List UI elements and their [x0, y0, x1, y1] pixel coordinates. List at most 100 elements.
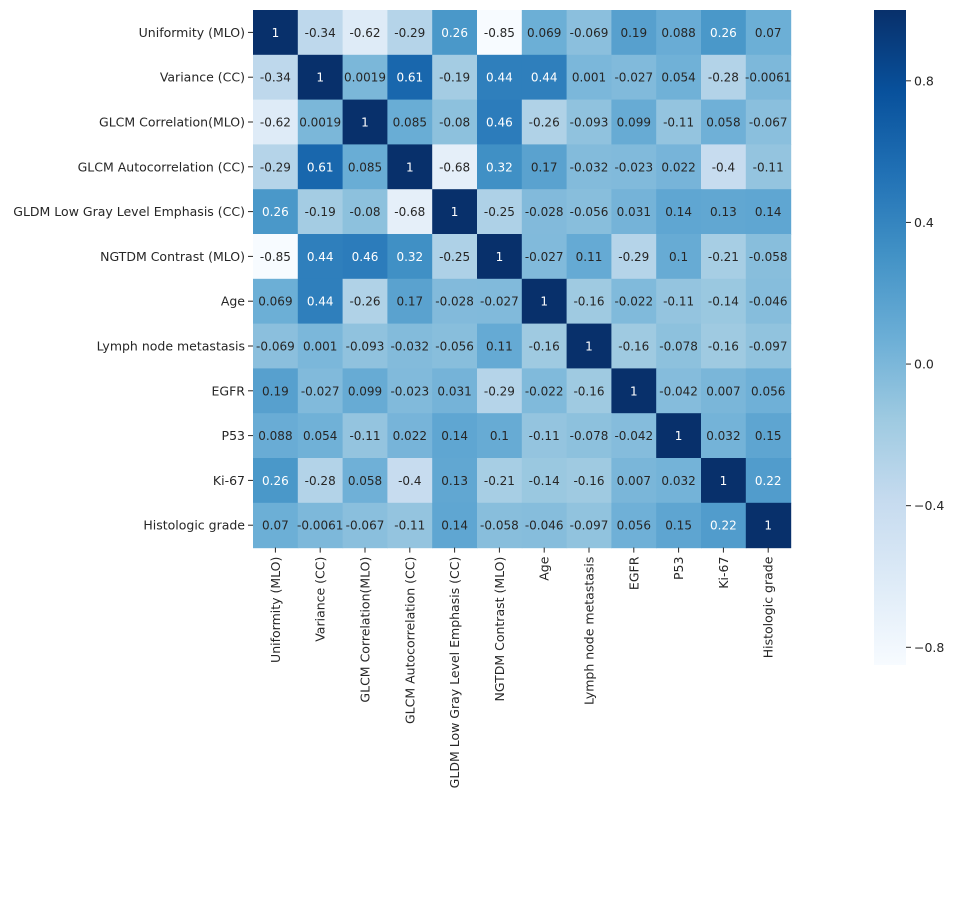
y-tick-label: EGFR	[212, 383, 246, 398]
cell-value-label: 0.15	[755, 429, 782, 443]
heatmap-cell	[342, 458, 388, 504]
heatmap-cell	[745, 99, 792, 145]
cell-value-label: -0.34	[260, 71, 291, 85]
cell-value-label: -0.067	[749, 116, 788, 130]
cell-value-label: 0.26	[710, 26, 737, 40]
heatmap-cell	[701, 458, 747, 504]
cell-value-label: -0.027	[480, 295, 519, 309]
heatmap-cell	[521, 234, 568, 280]
x-tick-label: Histologic grade	[761, 556, 776, 658]
cell-value-label: -0.11	[753, 160, 784, 174]
cell-value-label: -0.21	[708, 250, 739, 264]
cell-value-label: -0.29	[484, 384, 515, 398]
heatmap-cell	[521, 10, 568, 56]
cell-value-label: -0.056	[435, 340, 474, 354]
heatmap-cell	[566, 413, 612, 459]
cell-value-label: 0.13	[710, 205, 737, 219]
cell-value-label: -0.25	[439, 250, 470, 264]
y-tick-label: Uniformity (MLO)	[139, 25, 245, 40]
heatmap-cell	[521, 502, 568, 549]
heatmap-cell	[566, 99, 612, 145]
heatmap-cell	[521, 413, 568, 459]
x-tick-label: GLDM Low Gray Level Emphasis (CC)	[447, 557, 462, 789]
cell-value-label: 0.085	[393, 116, 427, 130]
cell-value-label: -0.027	[525, 250, 564, 264]
heatmap-cell	[521, 54, 568, 101]
cell-value-label: -0.056	[570, 205, 609, 219]
x-tick-label: EGFR	[626, 556, 641, 590]
cell-value-label: -0.046	[749, 295, 788, 309]
heatmap-cell	[297, 234, 344, 280]
heatmap-cell	[745, 413, 792, 459]
cell-value-label: -0.022	[614, 295, 653, 309]
heatmap-cell	[297, 323, 344, 369]
cell-value-label: 0.17	[396, 295, 423, 309]
heatmap-cell	[342, 234, 388, 280]
heatmap-cell	[387, 413, 433, 459]
heatmap-cell	[701, 323, 747, 369]
cell-value-label: -0.023	[390, 384, 429, 398]
heatmap-cell	[432, 323, 478, 369]
cell-value-label: 1	[451, 205, 459, 219]
x-tick-label: GLCM Autocorrelation (CC)	[402, 557, 417, 724]
x-tick-label: Variance (CC)	[313, 557, 328, 642]
heatmap-cell	[253, 368, 299, 414]
heatmap-cell	[342, 278, 388, 325]
x-tick-label: NGTDM Contrast (MLO)	[492, 557, 507, 702]
heatmap-cell	[745, 234, 792, 280]
heatmap-cell	[656, 54, 702, 101]
cell-value-label: -0.022	[525, 384, 564, 398]
heatmap-cell	[656, 502, 702, 549]
heatmap-cell	[342, 368, 388, 414]
cell-value-label: 0.1	[669, 250, 688, 264]
cell-value-label: -0.042	[614, 429, 653, 443]
cell-value-label: 0.032	[661, 474, 695, 488]
heatmap-cell	[745, 502, 792, 549]
cell-value-label: 0.099	[348, 384, 382, 398]
cell-value-label: 0.069	[527, 26, 561, 40]
cell-value-label: 0.44	[486, 71, 513, 85]
cell-value-label: -0.078	[570, 429, 609, 443]
heatmap-cell	[477, 368, 523, 414]
heatmap-cell	[253, 54, 299, 101]
cell-value-label: -0.067	[346, 519, 385, 533]
cell-value-label: 0.46	[486, 116, 513, 130]
heatmap-cell	[253, 144, 299, 190]
cell-value-label: -0.028	[435, 295, 474, 309]
colorbar-tick-label: 0.8	[914, 73, 934, 88]
cell-value-label: 0.022	[393, 429, 427, 443]
cell-value-label: 0.056	[751, 384, 785, 398]
cell-value-label: 0.44	[307, 250, 334, 264]
cell-value-label: 0.054	[303, 429, 337, 443]
cell-value-label: -0.26	[349, 295, 380, 309]
heatmap-cell	[611, 323, 657, 369]
y-tick-label: GLDM Low Gray Level Emphasis (CC)	[13, 204, 245, 219]
heatmap-cell	[611, 189, 657, 235]
cell-value-label: 0.056	[617, 519, 651, 533]
heatmap-cell	[521, 278, 568, 325]
heatmap-cell	[432, 458, 478, 504]
cell-value-label: 1	[540, 295, 548, 309]
colorbar-tick-label: −0.8	[914, 640, 944, 655]
cell-value-label: 0.14	[441, 519, 468, 533]
cell-value-label: 0.031	[437, 384, 471, 398]
heatmap-cell	[297, 278, 344, 325]
y-tick-label: GLCM Autocorrelation (CC)	[78, 159, 245, 174]
heatmap-cell	[477, 144, 523, 190]
heatmap-cell	[432, 54, 478, 101]
x-axis-tick-labels: Uniformity (MLO) Variance (CC) GLCM Correl…	[268, 547, 776, 789]
cell-value-label: 0.031	[617, 205, 651, 219]
cell-value-label: 1	[316, 71, 324, 85]
y-tick-label: GLCM Correlation(MLO)	[99, 115, 245, 130]
colorbar-tick-labels: 0.8 0.4 0.0 −0.4 −0.8	[906, 73, 944, 655]
cell-value-label: 0.26	[441, 26, 468, 40]
heatmap-cell	[611, 99, 657, 145]
cell-value-label: 0.07	[262, 519, 289, 533]
heatmap-cell	[342, 10, 388, 56]
cell-value-label: 0.058	[348, 474, 382, 488]
heatmap-cell	[477, 323, 523, 369]
cell-value-label: -0.26	[529, 116, 560, 130]
cell-value-label: -0.62	[349, 26, 380, 40]
heatmap-cell	[611, 278, 657, 325]
heatmap-cell	[387, 144, 433, 190]
